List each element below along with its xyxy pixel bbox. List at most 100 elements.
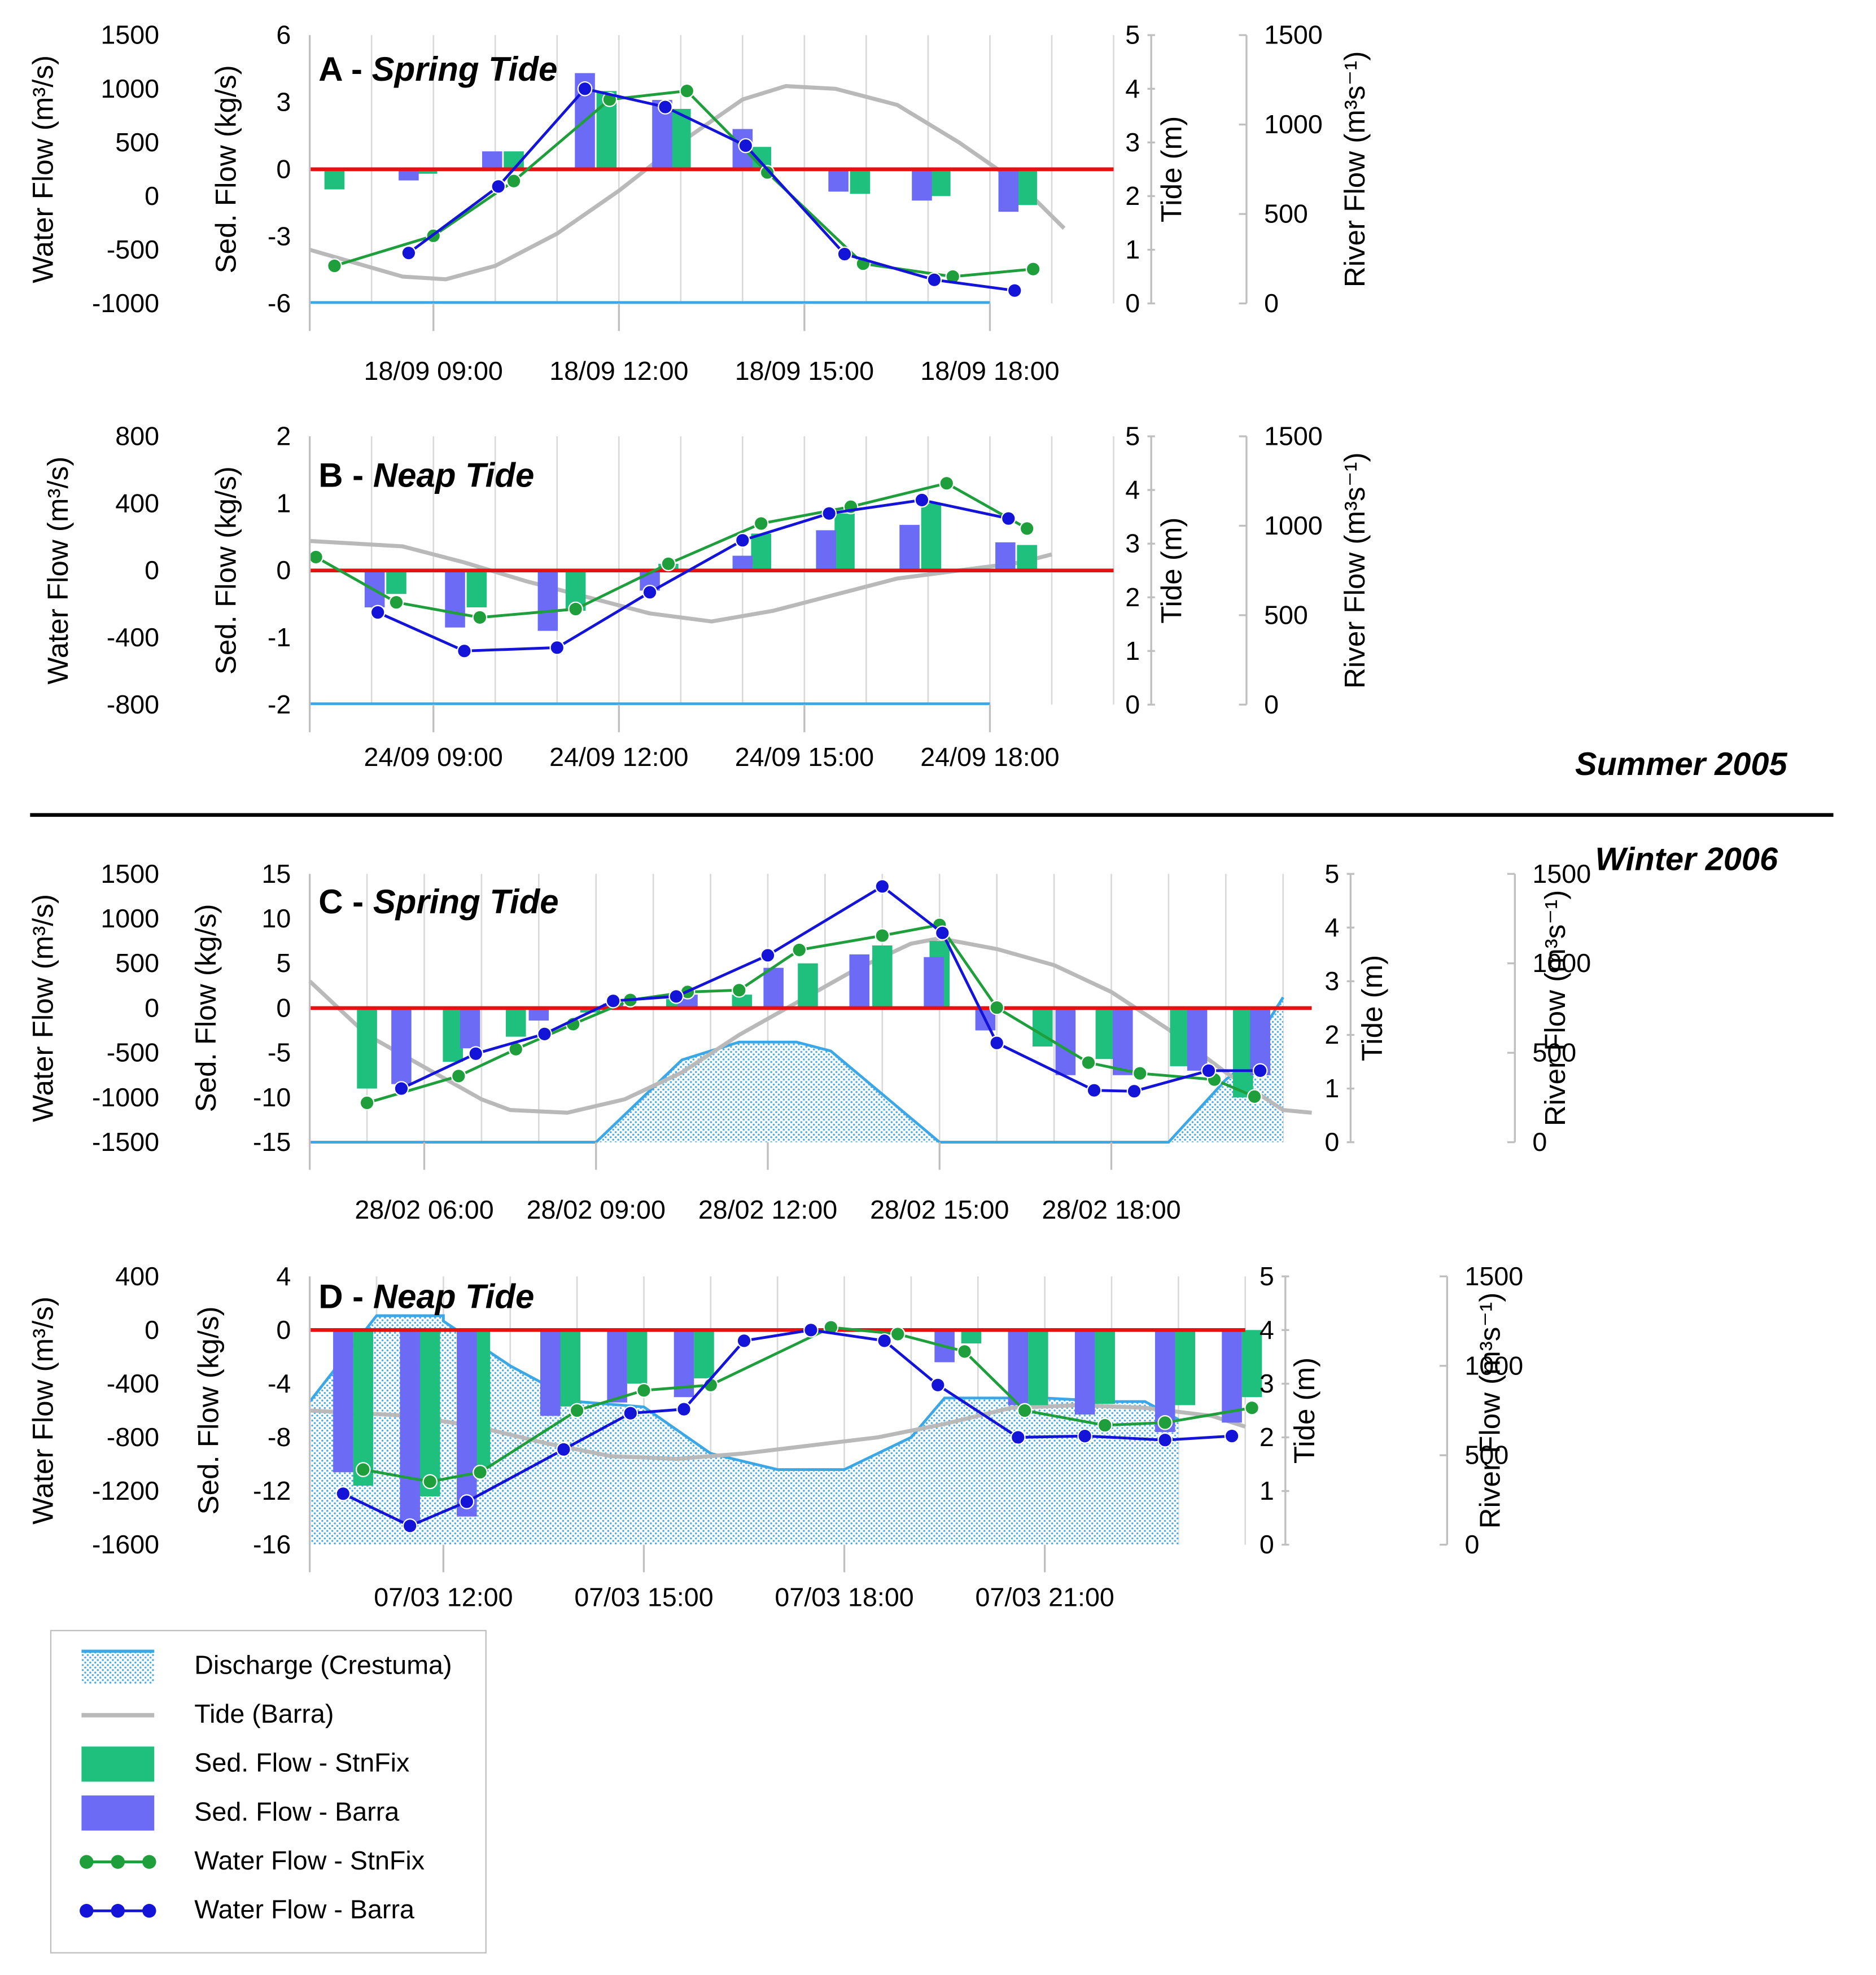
legend-item-sed-stnfix: Sed. Flow - StnFix — [74, 1744, 475, 1787]
tide-tick-label: 5 — [1260, 1262, 1274, 1291]
point-wf-stnfix — [308, 549, 323, 565]
point-wf-stnfix — [957, 1344, 972, 1359]
x-tick-label: 28/02 09:00 — [527, 1195, 666, 1224]
sed-tick-label: -15 — [253, 1127, 291, 1157]
legend-swatch — [81, 1795, 155, 1831]
point-wf-barra — [1201, 1063, 1217, 1079]
bar-sed-barra — [1155, 1330, 1175, 1432]
wf-axis-title: Water Flow (m³/s) — [27, 55, 59, 283]
point-wf-barra — [738, 138, 754, 154]
x-tick-label: 18/09 15:00 — [735, 356, 874, 386]
river-tick-label: 1500 — [1264, 422, 1323, 451]
swatch-marker — [111, 1904, 125, 1918]
bar-sed-barra — [912, 169, 932, 201]
tide-axis-title: Tide (m) — [1356, 955, 1388, 1061]
bar-sed-barra — [763, 967, 784, 1008]
winter-label: Winter 2006 — [1595, 840, 1778, 878]
sed-tick-label: 0 — [276, 555, 291, 585]
line-wf-barra — [342, 1328, 1232, 1528]
legend-label: Water Flow - Barra — [194, 1895, 414, 1925]
river-tick-label: 0 — [1264, 288, 1279, 318]
point-wf-barra — [1157, 1432, 1173, 1448]
bar-sed-stnfix — [1095, 1330, 1115, 1404]
bar-sed-barra — [540, 1330, 561, 1416]
point-wf-stnfix — [359, 1095, 375, 1111]
bar-sed-stnfix — [386, 570, 406, 594]
bar-sed-barra — [333, 1330, 353, 1473]
bar-sed-stnfix — [417, 169, 438, 174]
tide-axis-title: Tide (m) — [1155, 116, 1187, 222]
tide-tick-label: 5 — [1125, 422, 1140, 451]
sed-tick-label: -10 — [253, 1083, 291, 1112]
discharge-area — [309, 1316, 1179, 1545]
point-wf-barra — [989, 1035, 1005, 1051]
river-tick-label: 500 — [1532, 1038, 1576, 1067]
bar-sed-stnfix — [1233, 1008, 1253, 1098]
swatch-marker — [142, 1904, 156, 1918]
wf-tick-label: -500 — [107, 235, 159, 264]
bar-sed-stnfix — [961, 1330, 982, 1344]
sed-tick-label: -5 — [268, 1038, 291, 1067]
point-wf-stnfix — [472, 610, 488, 625]
river-tick-label: 1500 — [1264, 20, 1323, 50]
point-wf-barra — [370, 605, 386, 620]
bar-sed-barra — [460, 1008, 480, 1049]
summer-label: Summer 2005 — [1575, 745, 1787, 783]
bar-sed-barra — [528, 1008, 549, 1021]
bar-sed-stnfix — [357, 1008, 377, 1089]
wf-tick-label: -1000 — [92, 1083, 159, 1112]
tide-tick-label: 1 — [1324, 1074, 1339, 1103]
wf-tick-label: 400 — [115, 488, 159, 518]
x-tick-label: 18/09 09:00 — [364, 356, 503, 386]
wf-tick-label: -800 — [107, 1422, 159, 1452]
panel-title-prefix: A - — [318, 50, 371, 88]
point-wf-stnfix — [1132, 1066, 1148, 1081]
tide-tick-label: 4 — [1125, 475, 1140, 505]
sed-tick-label: -12 — [253, 1476, 291, 1505]
river-tick-label: 0 — [1464, 1530, 1479, 1559]
point-wf-barra — [556, 1442, 571, 1457]
tide-tick-label: 5 — [1125, 20, 1140, 50]
panel-title-italic: Neap Tide — [373, 457, 535, 494]
tide-tick-label: 3 — [1260, 1369, 1274, 1398]
river-tick-label: 1000 — [1264, 110, 1323, 139]
panel-title-italic: Spring Tide — [373, 883, 559, 921]
sed-tick-label: -3 — [268, 221, 291, 251]
legend-item-sed-barra: Sed. Flow - Barra — [74, 1793, 475, 1836]
bar-sed-stnfix — [1095, 1008, 1116, 1059]
point-wf-stnfix — [569, 1403, 585, 1418]
panel-title: A - Spring Tide — [318, 50, 557, 88]
point-wf-barra — [457, 643, 472, 659]
tide-axis-title: Tide (m) — [1155, 518, 1187, 624]
bar-sed-stnfix — [353, 1330, 374, 1486]
bar-sed-barra — [1222, 1330, 1242, 1423]
wf-tick-label: -1500 — [92, 1127, 159, 1157]
bar-sed-barra — [899, 524, 920, 571]
panel-title-italic: Neap Tide — [373, 1278, 535, 1316]
point-wf-stnfix — [1025, 261, 1041, 277]
sed-axis-title: Sed. Flow (kg/s) — [193, 1306, 225, 1514]
bar-sed-barra — [400, 1330, 420, 1523]
point-wf-barra — [402, 1518, 418, 1534]
panel-title-prefix: B - — [318, 457, 373, 494]
tide-tick-label: 5 — [1324, 859, 1339, 888]
x-tick-label: 24/09 09:00 — [364, 742, 503, 772]
legend-label: Water Flow - StnFix — [194, 1846, 425, 1876]
bar-sed-barra — [816, 530, 836, 571]
river-tick-label: 0 — [1532, 1127, 1547, 1157]
wf-tick-label: 1000 — [100, 904, 159, 933]
sed-tick-label: 1 — [276, 488, 291, 518]
sed-tick-label: 10 — [261, 904, 291, 933]
bar-sed-stnfix — [466, 570, 487, 608]
wf-tick-label: -400 — [107, 1369, 159, 1398]
point-wf-barra — [468, 1046, 484, 1062]
wf-tick-label: 0 — [145, 1315, 159, 1345]
bar-sed-stnfix — [850, 169, 871, 194]
bar-sed-stnfix — [1175, 1330, 1195, 1405]
bar-sed-barra — [537, 570, 558, 631]
bar-sed-barra — [1113, 1008, 1133, 1075]
point-wf-barra — [401, 245, 417, 261]
bar-sed-barra — [732, 555, 753, 571]
point-wf-barra — [1126, 1083, 1142, 1099]
